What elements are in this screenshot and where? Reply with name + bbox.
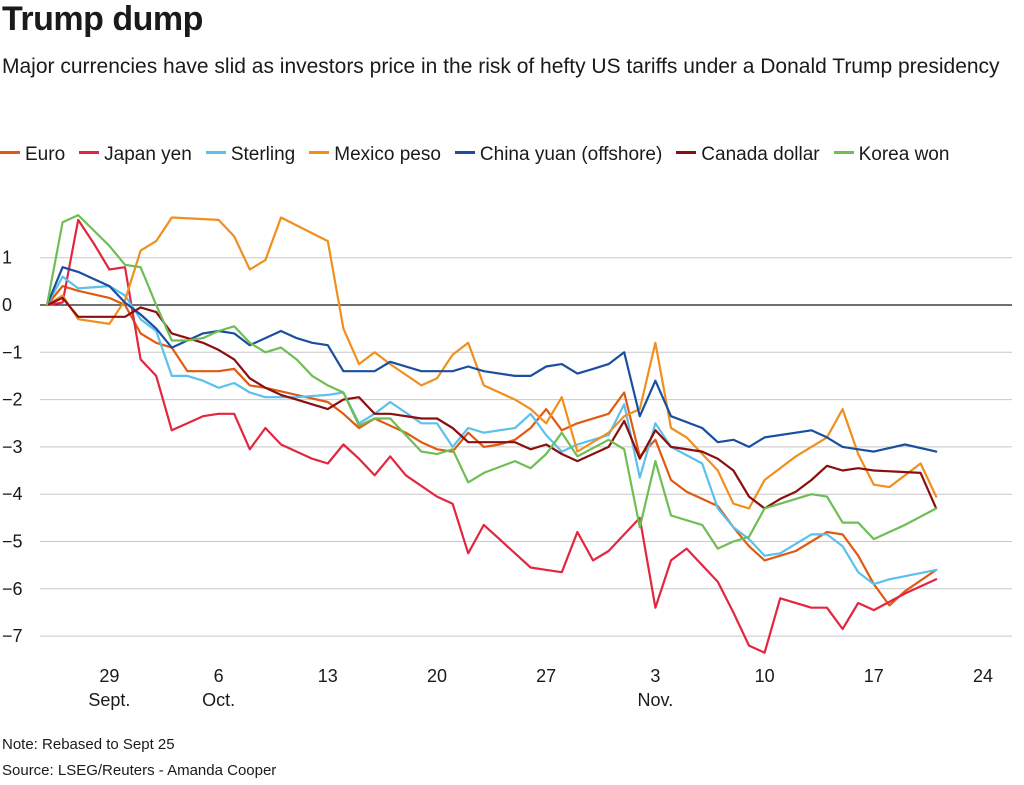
legend-label: Sterling bbox=[230, 144, 296, 165]
legend-swatch bbox=[205, 151, 226, 155]
x-tick-label: 27 bbox=[536, 666, 556, 686]
y-tick-label: 0 bbox=[2, 295, 12, 315]
chart-subtitle: Major currencies have slid as investors … bbox=[2, 55, 1000, 78]
y-tick-label: −7 bbox=[2, 626, 23, 646]
x-tick-sublabel: Sept. bbox=[88, 690, 130, 710]
series-line-korea-won bbox=[45, 214, 938, 550]
chart-title: Trump dump bbox=[2, 0, 203, 38]
legend-label: Japan yen bbox=[104, 144, 192, 165]
y-tick-label: −2 bbox=[2, 390, 23, 410]
series-lines bbox=[45, 214, 938, 654]
y-tick-label: −4 bbox=[2, 484, 23, 504]
legend-item: Korea won bbox=[833, 140, 950, 170]
x-tick-label: 29 bbox=[99, 666, 119, 686]
legend-swatch bbox=[833, 151, 854, 155]
chart-note: Note: Rebased to Sept 25 bbox=[2, 736, 175, 753]
x-tick-label: 3 bbox=[650, 666, 660, 686]
y-tick-label: −1 bbox=[2, 342, 23, 362]
legend-swatch bbox=[454, 151, 475, 155]
x-tick-label: 10 bbox=[755, 666, 775, 686]
y-tick-label: −3 bbox=[2, 437, 23, 457]
legend-item: Mexico peso bbox=[309, 140, 441, 170]
x-tick-sublabel: Oct. bbox=[202, 690, 235, 710]
legend-label: Mexico peso bbox=[334, 144, 441, 165]
x-tick-label: 13 bbox=[318, 666, 338, 686]
y-tick-label: −6 bbox=[2, 579, 23, 599]
chart-legend: Euro Japan yen Sterling Mexico peso China yu… bbox=[0, 140, 1010, 170]
legend-item: China yuan (offshore) bbox=[454, 140, 663, 170]
series-line-mexico-peso bbox=[45, 216, 938, 510]
legend-swatch bbox=[309, 151, 330, 155]
legend-label: China yuan (offshore) bbox=[479, 144, 663, 165]
series-line-japan-yen bbox=[45, 218, 938, 654]
legend-swatch bbox=[79, 151, 100, 155]
y-tick-label: 1 bbox=[2, 248, 12, 268]
series-line-euro bbox=[45, 285, 938, 607]
x-tick-label: 17 bbox=[864, 666, 884, 686]
x-tick-sublabel: Nov. bbox=[638, 690, 674, 710]
y-tick-label: −5 bbox=[2, 532, 23, 552]
legend-swatch bbox=[676, 151, 697, 155]
x-tick-label: 6 bbox=[214, 666, 224, 686]
y-axis-ticks: 1 0 −1 −2 −3 −4 −5 −6 −7 bbox=[2, 248, 23, 646]
legend-item: Euro bbox=[0, 140, 65, 170]
legend-item: Sterling bbox=[205, 140, 296, 170]
x-axis-ticks: 29 Sept. 6 Oct. 13 20 27 3 Nov. 10 17 24 bbox=[88, 666, 993, 710]
legend-label: Canada dollar bbox=[701, 144, 820, 165]
legend-item: Japan yen bbox=[79, 140, 192, 170]
x-tick-label: 20 bbox=[427, 666, 447, 686]
legend-swatch bbox=[0, 151, 20, 155]
x-tick-label: 24 bbox=[973, 666, 993, 686]
series-line-sterling bbox=[45, 275, 938, 586]
legend-item: Canada dollar bbox=[676, 140, 820, 170]
legend-label: Euro bbox=[25, 144, 66, 165]
legend-label: Korea won bbox=[858, 144, 950, 165]
series-line-canada-dollar bbox=[45, 296, 938, 510]
chart-source: Source: LSEG/Reuters - Amanda Cooper bbox=[2, 762, 277, 779]
